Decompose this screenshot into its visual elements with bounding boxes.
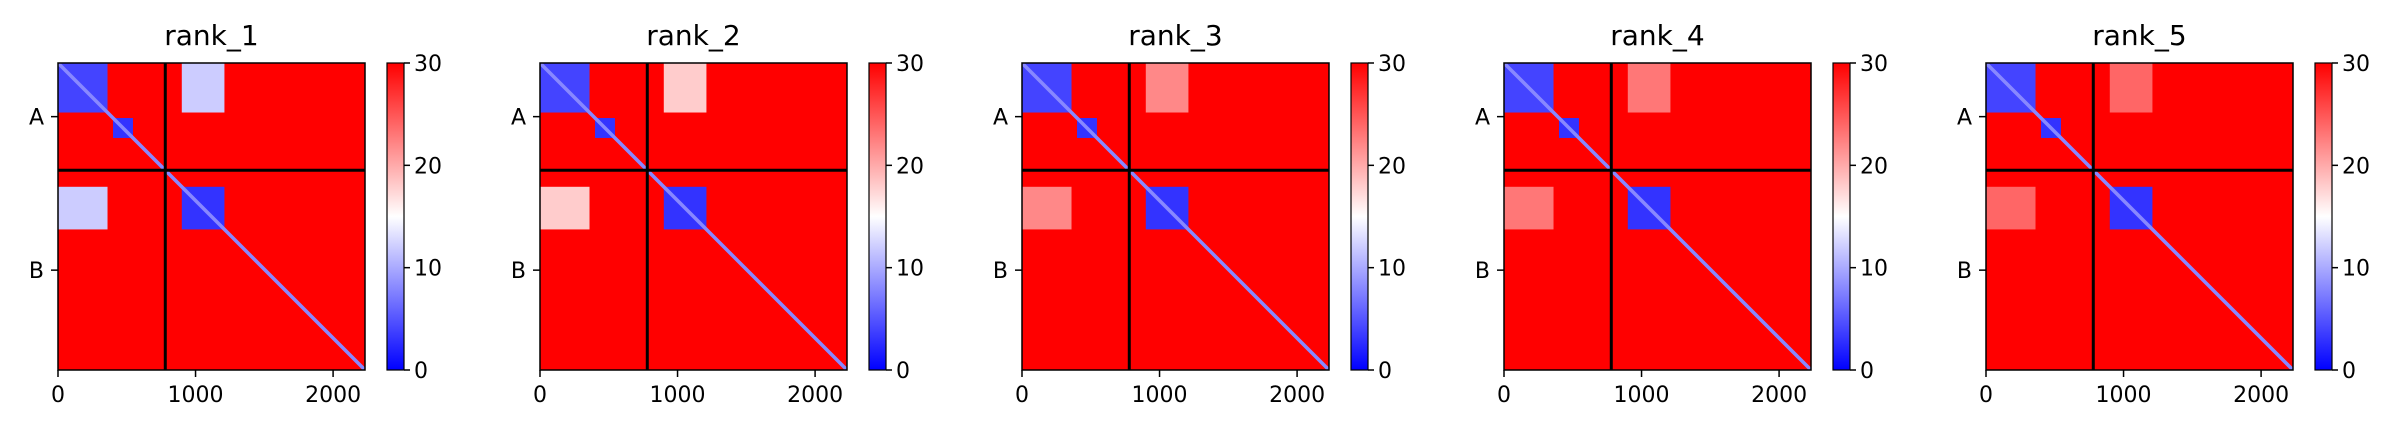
plot-frame (1021, 62, 1330, 371)
colorbar-tick-label: 20 (896, 154, 924, 179)
x-tick-label: 1000 (1132, 383, 1188, 408)
heatmap-cells (1986, 63, 2293, 370)
colorbar-tick-label: 10 (414, 257, 442, 282)
colorbar (1350, 62, 1369, 371)
colorbar-tick-label: 30 (1860, 52, 1888, 77)
colorbar-tick-label: 0 (1860, 359, 1874, 384)
plot-frame (57, 62, 366, 371)
x-tick-label: 0 (1015, 383, 1029, 408)
plot-frame (1503, 62, 1812, 371)
colorbar-tick-label: 30 (896, 52, 924, 77)
heatmap-panel-3: rank_3 0 1000 2000 A B 0 10 20 30 (993, 19, 1406, 408)
y-tick-label: B (1957, 259, 1972, 284)
colorbar (868, 62, 887, 371)
y-tick-label: A (29, 106, 44, 131)
colorbar-tick-label: 30 (2342, 52, 2370, 77)
x-tick-label: 0 (533, 383, 547, 408)
y-tick-label: A (1475, 106, 1490, 131)
y-tick-label: A (1957, 106, 1972, 131)
x-tick-label: 0 (1979, 383, 1993, 408)
colorbar (1832, 62, 1851, 371)
y-tick-label: B (993, 259, 1008, 284)
plot-frame (1985, 62, 2294, 371)
heatmap-cells (1504, 63, 1811, 370)
x-tick-label: 2000 (2233, 383, 2289, 408)
chart-title: rank_2 (646, 19, 740, 52)
low-value-region-4 (1145, 63, 1189, 113)
colorbar-tick-label: 0 (1378, 359, 1392, 384)
y-tick-label: B (511, 259, 526, 284)
low-value-region-5 (1022, 186, 1072, 230)
low-value-region-5 (540, 186, 590, 230)
x-tick-label: 2000 (1751, 383, 1807, 408)
y-tick-label: A (993, 106, 1008, 131)
low-value-region-4 (181, 63, 225, 113)
colorbar-tick-label: 20 (2342, 154, 2370, 179)
x-tick-label: 2000 (787, 383, 843, 408)
x-tick-label: 2000 (305, 383, 361, 408)
colorbar-tick-label: 0 (2342, 359, 2356, 384)
colorbar-tick-label: 20 (1378, 154, 1406, 179)
diagonal-band (1022, 63, 1329, 370)
y-tick-label: A (511, 106, 526, 131)
chart-title: rank_5 (2092, 19, 2186, 52)
colorbar-tick-label: 20 (1860, 154, 1888, 179)
diagonal-band (1504, 63, 1811, 370)
low-value-region-4 (1627, 63, 1671, 113)
heatmap-cells (540, 63, 847, 370)
colorbar-tick-label: 20 (414, 154, 442, 179)
heatmap-cells (1022, 63, 1329, 370)
heatmap-panel-1: rank_1 0 1000 2000 A B 0 10 20 30 (29, 19, 442, 408)
x-tick-label: 0 (51, 383, 65, 408)
heatmap-panel-5: rank_5 0 1000 2000 A B 0 10 20 30 (1957, 19, 2370, 408)
colorbar-tick-label: 0 (896, 359, 910, 384)
diagonal-band (58, 63, 365, 370)
chart-title: rank_1 (164, 19, 258, 52)
colorbar-tick-label: 10 (896, 257, 924, 282)
colorbar-tick-label: 10 (2342, 257, 2370, 282)
low-value-region-5 (1986, 186, 2036, 230)
y-tick-label: B (1475, 259, 1490, 284)
x-tick-label: 1000 (650, 383, 706, 408)
x-tick-label: 1000 (2096, 383, 2152, 408)
x-tick-label: 2000 (1269, 383, 1325, 408)
plot-frame (539, 62, 848, 371)
chart-title: rank_4 (1610, 19, 1704, 52)
low-value-region-4 (663, 63, 707, 113)
colorbar-tick-label: 10 (1378, 257, 1406, 282)
colorbar-tick-label: 30 (1378, 52, 1406, 77)
colorbar-tick-label: 0 (414, 359, 428, 384)
diagonal-band (540, 63, 847, 370)
low-value-region-5 (1504, 186, 1554, 230)
x-tick-label: 0 (1497, 383, 1511, 408)
heatmap-panel-2: rank_2 0 1000 2000 A B 0 10 20 30 (511, 19, 924, 408)
colorbar-tick-label: 30 (414, 52, 442, 77)
x-tick-label: 1000 (168, 383, 224, 408)
colorbar (2314, 62, 2333, 371)
heatmap-panel-4: rank_4 0 1000 2000 A B 0 10 20 30 (1475, 19, 1888, 408)
low-value-region-5 (58, 186, 108, 230)
heatmap-cells (58, 63, 365, 370)
low-value-region-4 (2109, 63, 2153, 113)
colorbar (386, 62, 405, 371)
chart-title: rank_3 (1128, 19, 1222, 52)
y-tick-label: B (29, 259, 44, 284)
colorbar-tick-label: 10 (1860, 257, 1888, 282)
x-tick-label: 1000 (1614, 383, 1670, 408)
diagonal-band (1986, 63, 2293, 370)
